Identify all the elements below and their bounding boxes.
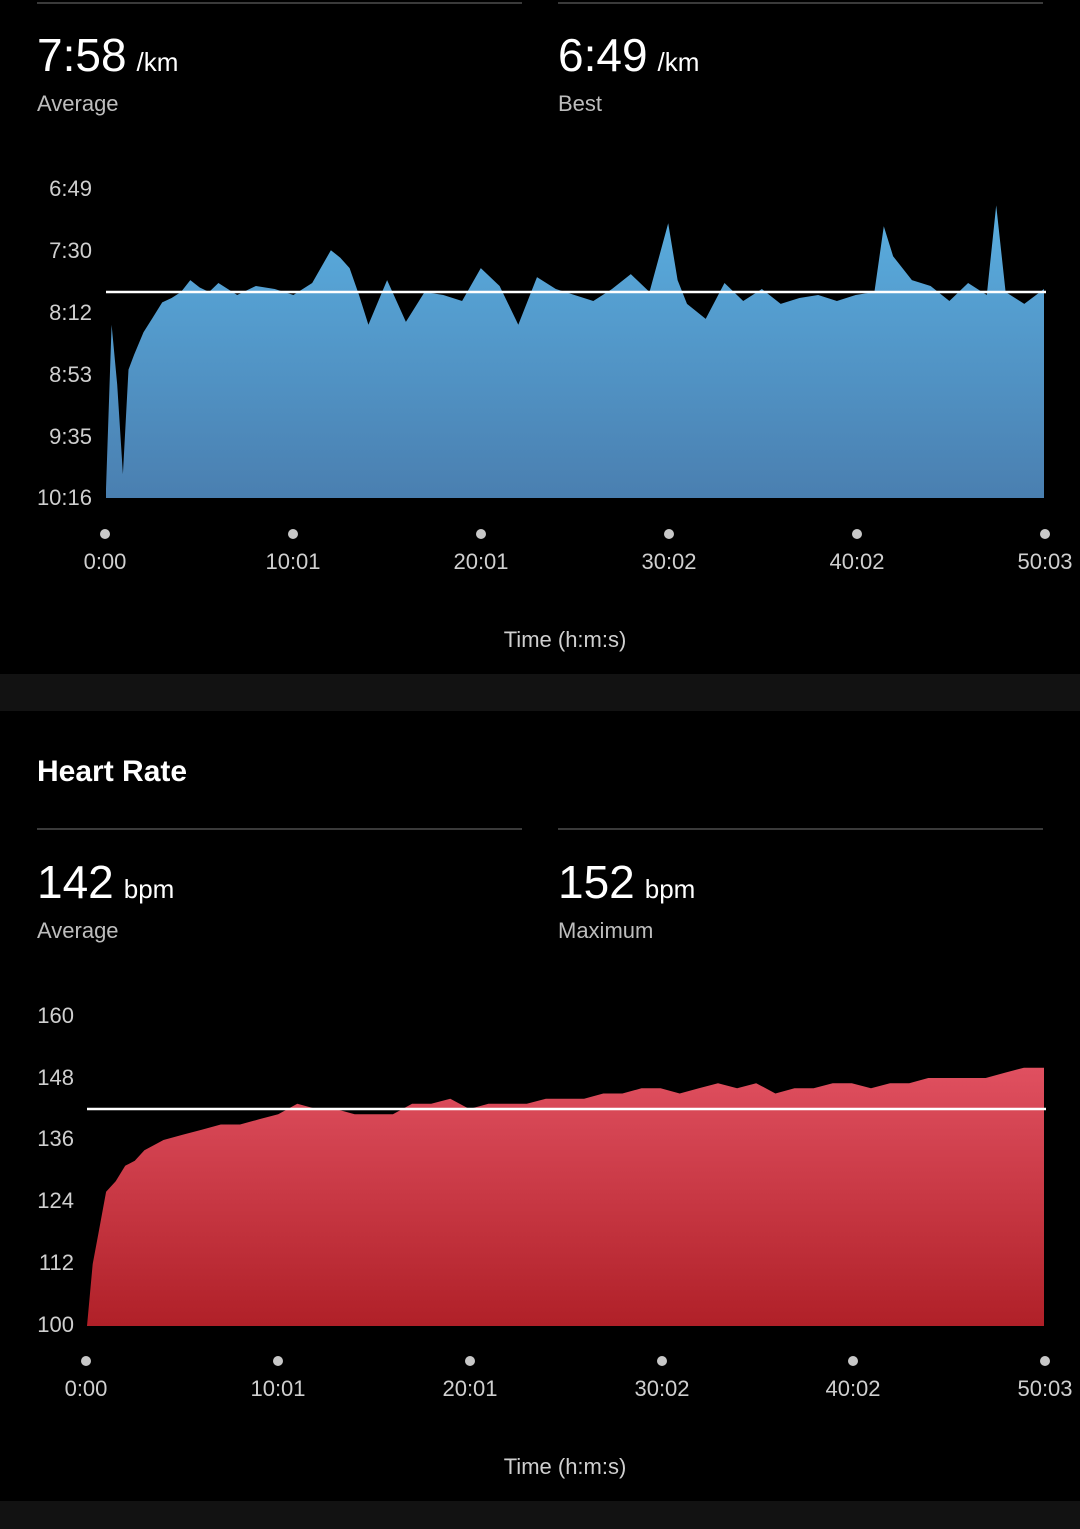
hr-max-number: 152 — [558, 856, 635, 908]
pace-x-tick-label: 10:01 — [265, 549, 321, 574]
pace-average-value: 7:58/km — [37, 28, 178, 82]
pace-best-value: 6:49/km — [558, 28, 699, 82]
hr-x-tick-label: 40:02 — [825, 1376, 881, 1401]
hr-series-area — [87, 1067, 1044, 1326]
hr-x-tick-dot — [1040, 1356, 1050, 1366]
pace-x-tick-label: 50:03 — [1017, 549, 1073, 574]
hr-average-label: Average — [37, 918, 119, 943]
hr-max-divider — [558, 828, 1043, 830]
heart-rate-chart[interactable] — [0, 711, 1080, 1501]
hr-y-tick-label: 160 — [37, 1003, 74, 1028]
pace-y-tick-label: 7:30 — [49, 238, 92, 263]
hr-y-tick-label: 124 — [37, 1188, 74, 1213]
pace-best-unit: /km — [657, 47, 700, 77]
hr-x-axis-title: Time (h:m:s) — [503, 1454, 627, 1479]
pace-x-tick-label: 20:01 — [453, 549, 509, 574]
hr-y-tick-label: 148 — [37, 1065, 74, 1090]
pace-x-tick-dot — [1040, 529, 1050, 539]
hr-y-tick-label: 100 — [37, 1312, 74, 1337]
pace-x-axis-title: Time (h:m:s) — [503, 627, 627, 652]
hr-average-unit: bpm — [123, 874, 175, 904]
hr-average-number: 142 — [37, 856, 114, 908]
hr-x-tick-dot — [81, 1356, 91, 1366]
hr-max-value: 152 bpm — [558, 855, 695, 909]
pace-series-area — [106, 205, 1044, 498]
pace-x-tick-label: 40:02 — [829, 549, 885, 574]
bottom-separator — [0, 1501, 1080, 1529]
pace-best-divider — [558, 2, 1043, 4]
section-separator — [0, 674, 1080, 711]
pace-y-tick-label: 8:53 — [49, 362, 92, 387]
hr-average-divider — [37, 828, 522, 830]
pace-best-label: Best — [558, 91, 603, 116]
hr-y-tick-label: 112 — [38, 1250, 74, 1275]
pace-best-number: 6:49 — [558, 29, 648, 81]
heart-rate-section: Heart Rate 142 bpm Average 152 bpm Maximum… — [0, 711, 1080, 1501]
pace-x-tick-label: 30:02 — [641, 549, 697, 574]
pace-y-tick-label: 9:35 — [49, 424, 92, 449]
hr-x-tick-label: 10:01 — [250, 1376, 306, 1401]
hr-max-label: Maximum — [558, 918, 654, 943]
pace-y-tick-label: 8:12 — [49, 300, 92, 325]
hr-x-tick-dot — [273, 1356, 283, 1366]
pace-x-tick-dot — [664, 529, 674, 539]
pace-average-label: Average — [37, 91, 119, 116]
hr-max-unit: bpm — [644, 874, 696, 904]
pace-x-tick-label: 0:00 — [83, 549, 127, 574]
hr-x-tick-dot — [848, 1356, 858, 1366]
hr-average-value: 142 bpm — [37, 855, 174, 909]
heart-rate-title: Heart Rate — [37, 755, 188, 788]
pace-average-divider — [37, 2, 522, 4]
pace-x-tick-dot — [852, 529, 862, 539]
pace-average-unit: /km — [136, 47, 179, 77]
pace-y-tick-label: 10:16 — [36, 485, 92, 510]
pace-chart[interactable] — [0, 0, 1080, 674]
hr-x-tick-label: 0:00 — [64, 1376, 108, 1401]
hr-x-tick-label: 20:01 — [442, 1376, 498, 1401]
pace-y-tick-label: 6:49 — [49, 176, 92, 201]
hr-x-tick-label: 50:03 — [1017, 1376, 1073, 1401]
pace-section: 7:58/km Average 6:49/km Best 6:49 7:30 8:1… — [0, 0, 1080, 674]
pace-x-tick-dot — [100, 529, 110, 539]
pace-x-tick-dot — [476, 529, 486, 539]
pace-x-tick-dot — [288, 529, 298, 539]
hr-x-tick-dot — [465, 1356, 475, 1366]
hr-x-tick-dot — [657, 1356, 667, 1366]
pace-average-number: 7:58 — [37, 29, 127, 81]
hr-x-tick-label: 30:02 — [634, 1376, 690, 1401]
hr-y-tick-label: 136 — [37, 1126, 74, 1151]
